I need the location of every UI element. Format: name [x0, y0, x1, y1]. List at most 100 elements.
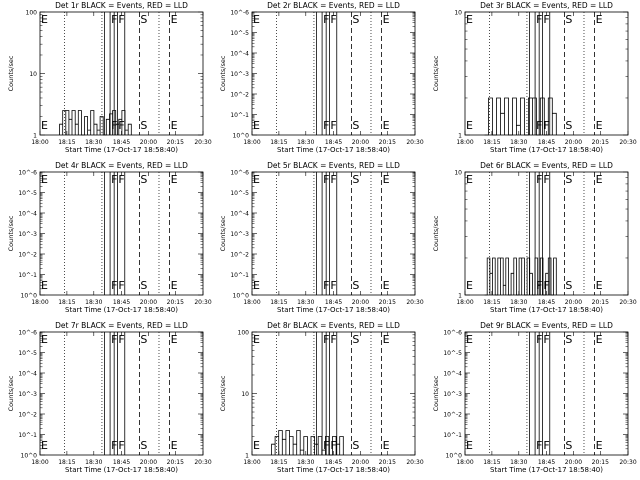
y-tick-label: 1: [458, 133, 462, 140]
x-tick-label: 20:15: [167, 299, 184, 306]
y-tick-label: 10^-3: [18, 231, 37, 238]
x-tick-label: 18:30: [85, 139, 102, 146]
panel-det-8: Det 8r BLACK = Events, RED = LLD 18:00 18:…: [219, 321, 424, 474]
x-tick-label: 18:15: [270, 459, 287, 466]
marker-letter-F: F: [330, 173, 336, 186]
panel-title: Det 5r BLACK = Events, RED = LLD: [267, 161, 400, 170]
y-tick-label: 1: [33, 133, 37, 140]
marker-letter-S: S: [140, 439, 147, 452]
panel-title: Det 2r BLACK = Events, RED = LLD: [267, 1, 400, 10]
marker-letter-F: F: [543, 333, 549, 346]
marker-letter-E: E: [596, 439, 603, 452]
marker-letter-E: E: [253, 439, 260, 452]
marker-letter-E: E: [253, 13, 260, 26]
marker-letter-S: S: [565, 439, 572, 452]
marker-letter-E: E: [466, 279, 473, 292]
x-tick-label: 18:45: [538, 299, 555, 306]
marker-letter-E: E: [466, 13, 473, 26]
marker-letter-F: F: [118, 173, 124, 186]
y-tick-label: 10^-5: [18, 350, 37, 357]
marker-letter-E: E: [171, 279, 178, 292]
x-axis-title: Start Time (17-Oct-17 18:58:40): [277, 466, 390, 474]
marker-letter-F: F: [330, 279, 336, 292]
marker-letter-E: E: [253, 333, 260, 346]
x-tick-label: 18:15: [483, 459, 500, 466]
marker-letter-F: F: [118, 279, 124, 292]
y-tick-label: 10^-4: [230, 51, 249, 58]
marker-letter-F: F: [111, 279, 117, 292]
y-tick-label: 10^-3: [18, 391, 37, 398]
panel-det-2: Det 2r BLACK = Events, RED = LLD 18:00 18:…: [219, 1, 424, 154]
y-tick-label: 10^-6: [18, 170, 37, 177]
x-axis-title: Start Time (17-Oct-17 18:58:40): [490, 306, 603, 314]
y-tick-label: 10^-5: [18, 190, 37, 197]
marker-letter-S: S: [140, 13, 147, 26]
marker-letter-E: E: [253, 119, 260, 132]
y-axis-title: Counts/sec: [7, 215, 15, 251]
marker-letter-E: E: [383, 279, 390, 292]
panel-title: Det 7r BLACK = Events, RED = LLD: [55, 321, 188, 330]
x-axis-title: Start Time (17-Oct-17 18:58:40): [490, 146, 603, 154]
marker-letter-F: F: [323, 333, 329, 346]
x-tick-label: 18:00: [31, 139, 48, 146]
panel-title: Det 9r BLACK = Events, RED = LLD: [480, 321, 613, 330]
y-tick-label: 10^-6: [230, 170, 249, 177]
marker-letter-F: F: [323, 439, 329, 452]
marker-letter-F: F: [543, 439, 549, 452]
x-tick-label: 20:30: [619, 299, 636, 306]
y-tick-label: 10^-5: [230, 30, 249, 37]
x-tick-label: 20:15: [379, 139, 396, 146]
marker-letter-F: F: [330, 333, 336, 346]
x-tick-label: 20:00: [140, 299, 157, 306]
marker-letter-F: F: [323, 279, 329, 292]
marker-letter-S: S: [565, 119, 572, 132]
x-tick-label: 20:00: [565, 459, 582, 466]
marker-letter-E: E: [41, 173, 48, 186]
x-tick-label: 20:30: [619, 459, 636, 466]
marker-letter-F: F: [111, 439, 117, 452]
y-tick-label: 10^0: [233, 293, 250, 300]
marker-letter-E: E: [253, 279, 260, 292]
x-tick-label: 18:00: [31, 299, 48, 306]
y-tick-label: 10^-5: [230, 190, 249, 197]
x-tick-label: 20:00: [140, 459, 157, 466]
x-tick-label: 20:00: [565, 139, 582, 146]
y-tick-label: 10^-1: [230, 272, 249, 279]
x-tick-label: 18:00: [456, 139, 473, 146]
x-tick-label: 18:15: [270, 139, 287, 146]
panel-det-1: Det 1r BLACK = Events, RED = LLD 18:00 18:…: [7, 1, 212, 154]
y-axis-title: Counts/sec: [432, 55, 440, 91]
event-series-line: [484, 257, 557, 296]
x-tick-label: 20:15: [379, 459, 396, 466]
y-tick-label: 10^-6: [18, 330, 37, 337]
x-tick-label: 18:30: [510, 139, 527, 146]
y-tick-label: 10^-2: [18, 252, 37, 259]
x-tick-label: 18:30: [85, 459, 102, 466]
x-tick-label: 18:15: [58, 139, 75, 146]
y-tick-label: 10^0: [446, 453, 463, 460]
panel-det-3: Det 3r BLACK = Events, RED = LLD 18:00 18:…: [432, 1, 637, 154]
x-axis-title: Start Time (17-Oct-17 18:58:40): [277, 146, 390, 154]
x-tick-label: 20:00: [352, 299, 369, 306]
marker-letter-F: F: [543, 173, 549, 186]
y-axis-title: Counts/sec: [432, 375, 440, 411]
marker-letter-F: F: [536, 13, 542, 26]
marker-letter-F: F: [536, 439, 542, 452]
marker-letter-S: S: [352, 279, 359, 292]
y-tick-label: 100: [26, 10, 38, 17]
marker-letter-F: F: [543, 119, 549, 132]
y-tick-label: 10^-6: [230, 10, 249, 17]
marker-letter-S: S: [565, 279, 572, 292]
x-axis-title: Start Time (17-Oct-17 18:58:40): [65, 146, 178, 154]
x-axis-title: Start Time (17-Oct-17 18:58:40): [490, 466, 603, 474]
panel-title: Det 8r BLACK = Events, RED = LLD: [267, 321, 400, 330]
x-tick-label: 18:45: [113, 139, 130, 146]
marker-letter-E: E: [253, 173, 260, 186]
marker-letter-S: S: [140, 119, 147, 132]
marker-letter-S: S: [352, 439, 359, 452]
x-axis-title: Start Time (17-Oct-17 18:58:40): [277, 306, 390, 314]
marker-letter-E: E: [171, 333, 178, 346]
y-tick-label: 10^-1: [443, 432, 462, 439]
marker-letter-E: E: [41, 279, 48, 292]
